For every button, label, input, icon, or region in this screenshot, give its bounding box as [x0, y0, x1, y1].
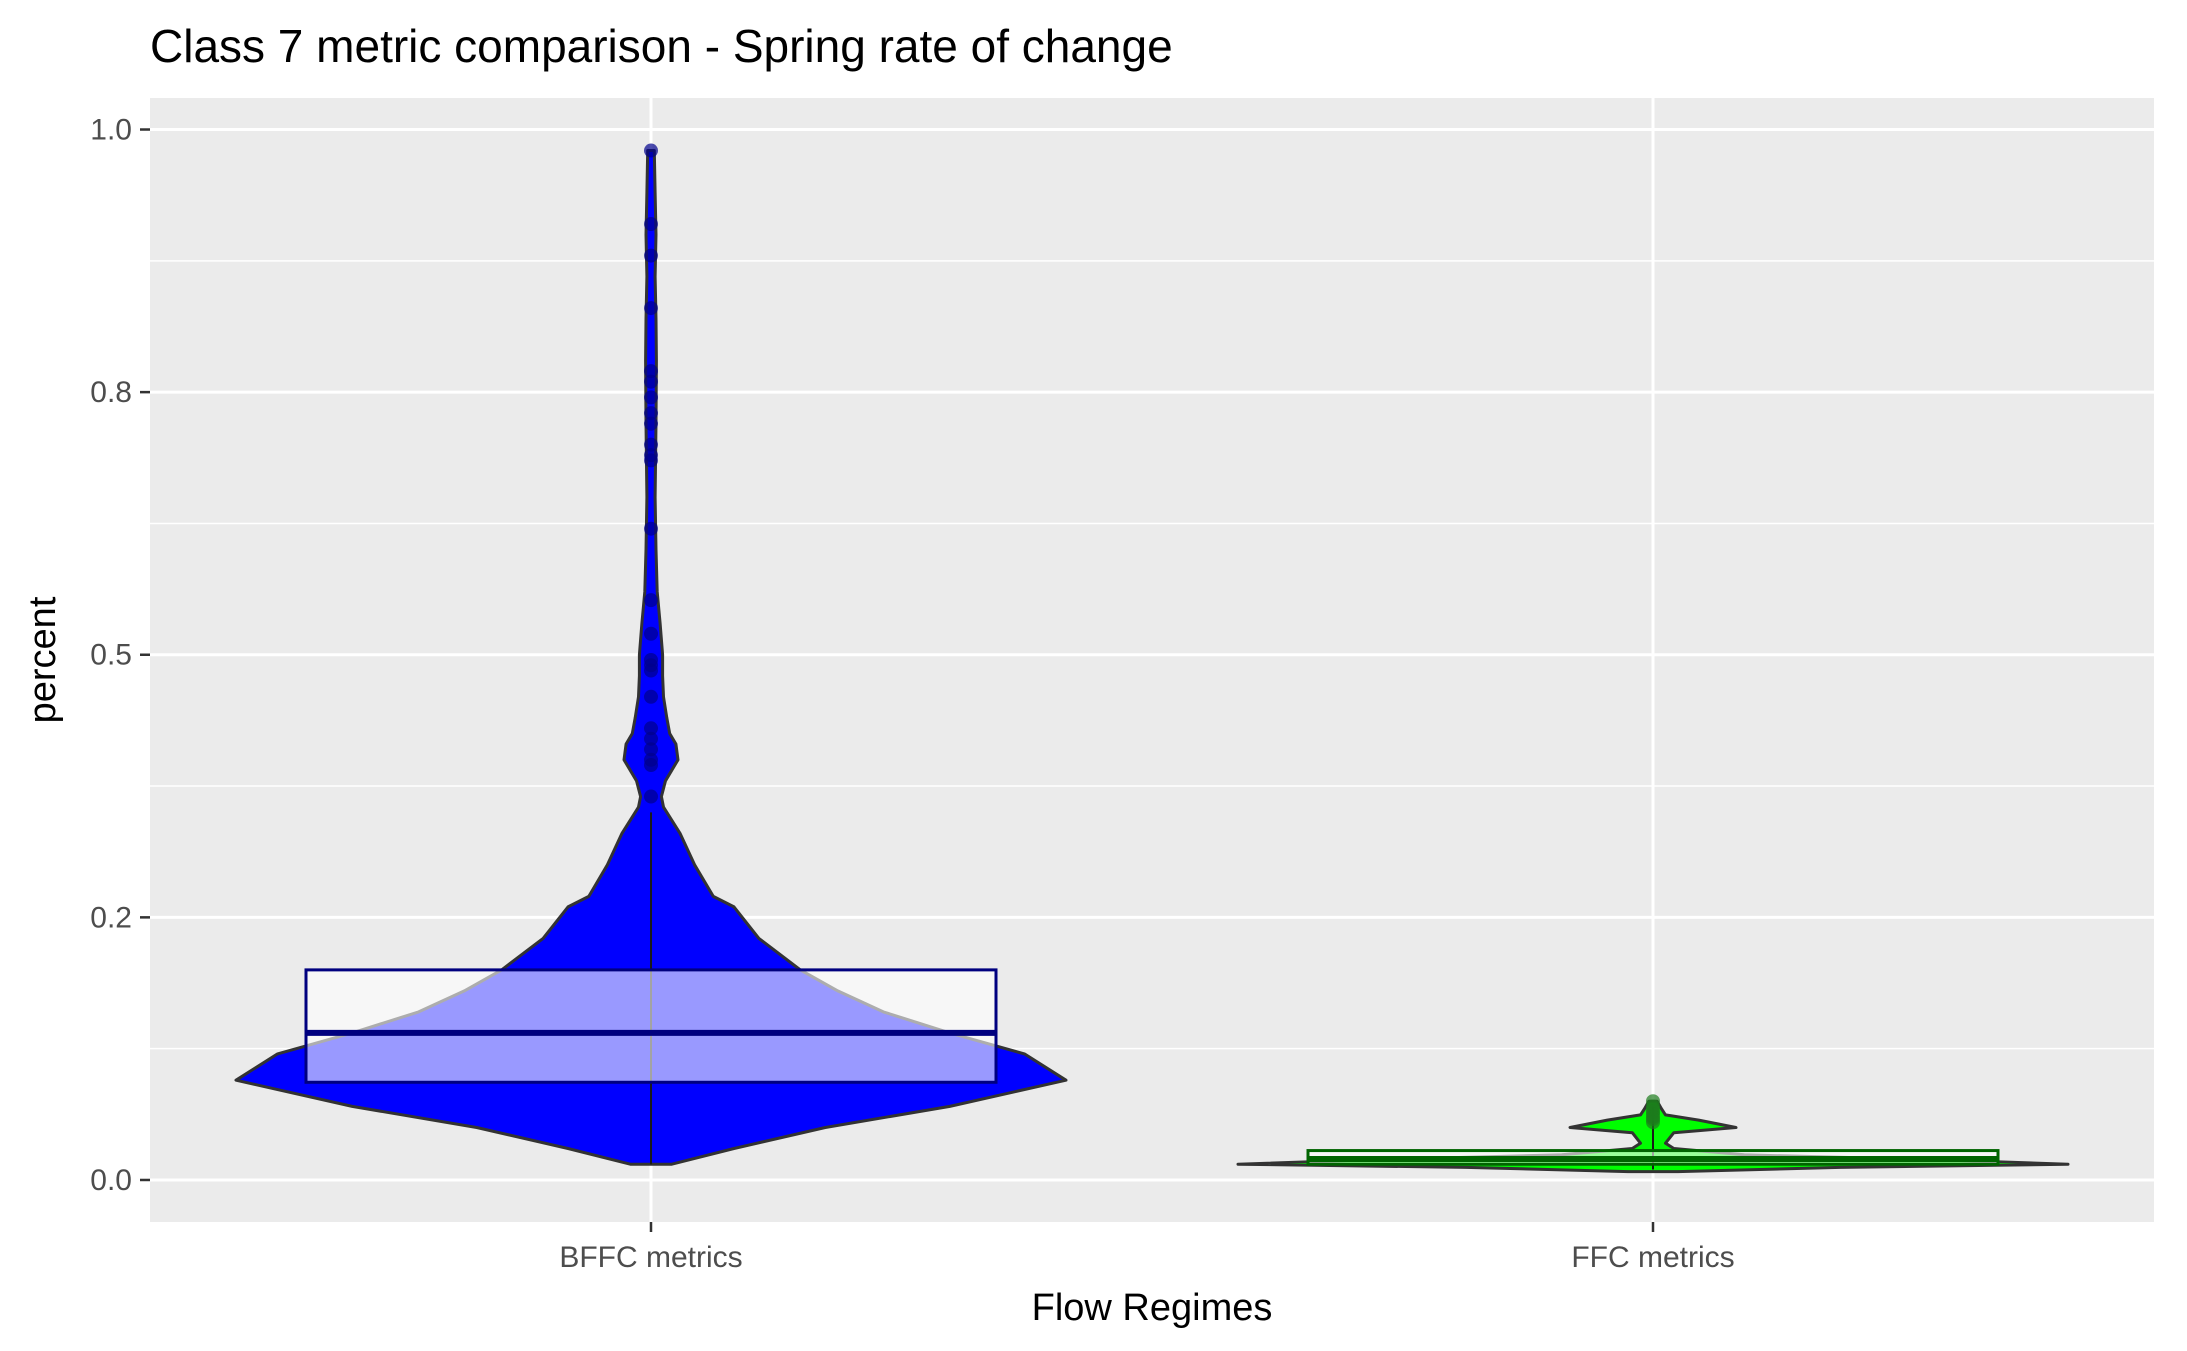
y-tick-label: 0.5: [90, 639, 132, 672]
data-point: [644, 721, 658, 736]
x-tick-label: BFFC metrics: [559, 1241, 742, 1274]
data-point: [644, 689, 658, 704]
data-point: [644, 406, 658, 421]
y-axis-title: percent: [22, 596, 64, 723]
data-point: [644, 364, 658, 379]
data-point: [644, 217, 658, 232]
x-axis-title: Flow Regimes: [1032, 1287, 1273, 1329]
y-tick-label: 0.2: [90, 901, 132, 934]
data-point: [644, 453, 658, 468]
data-point: [644, 374, 658, 389]
violin-group: [1236, 1094, 2070, 1174]
data-point: [644, 663, 658, 678]
y-tick-label: 1.0: [90, 114, 132, 147]
x-axis: BFFC metrics FFC metrics: [559, 1222, 1735, 1274]
data-point: [1646, 1115, 1660, 1130]
data-point: [644, 143, 658, 158]
data-point: [644, 521, 658, 536]
data-point: [644, 758, 658, 773]
chart-title: Class 7 metric comparison - Spring rate …: [150, 20, 1173, 72]
y-axis: 0.0 0.2 0.5 0.8 1.0: [90, 114, 150, 1197]
data-point: [644, 437, 658, 452]
data-point: [644, 742, 658, 757]
violin-group: [234, 143, 1068, 1166]
data-point: [644, 390, 658, 405]
box-iqr: [304, 968, 998, 1084]
data-point: [644, 593, 658, 608]
data-point: [644, 416, 658, 431]
data-point: [644, 626, 658, 641]
data-point: [644, 731, 658, 746]
violins: [234, 143, 2070, 1174]
y-tick-label: 0.0: [90, 1164, 132, 1197]
data-point: [644, 248, 658, 263]
data-point: [644, 301, 658, 316]
data-point: [644, 789, 658, 804]
x-tick-label: FFC metrics: [1571, 1241, 1734, 1274]
y-tick-label: 0.8: [90, 376, 132, 409]
